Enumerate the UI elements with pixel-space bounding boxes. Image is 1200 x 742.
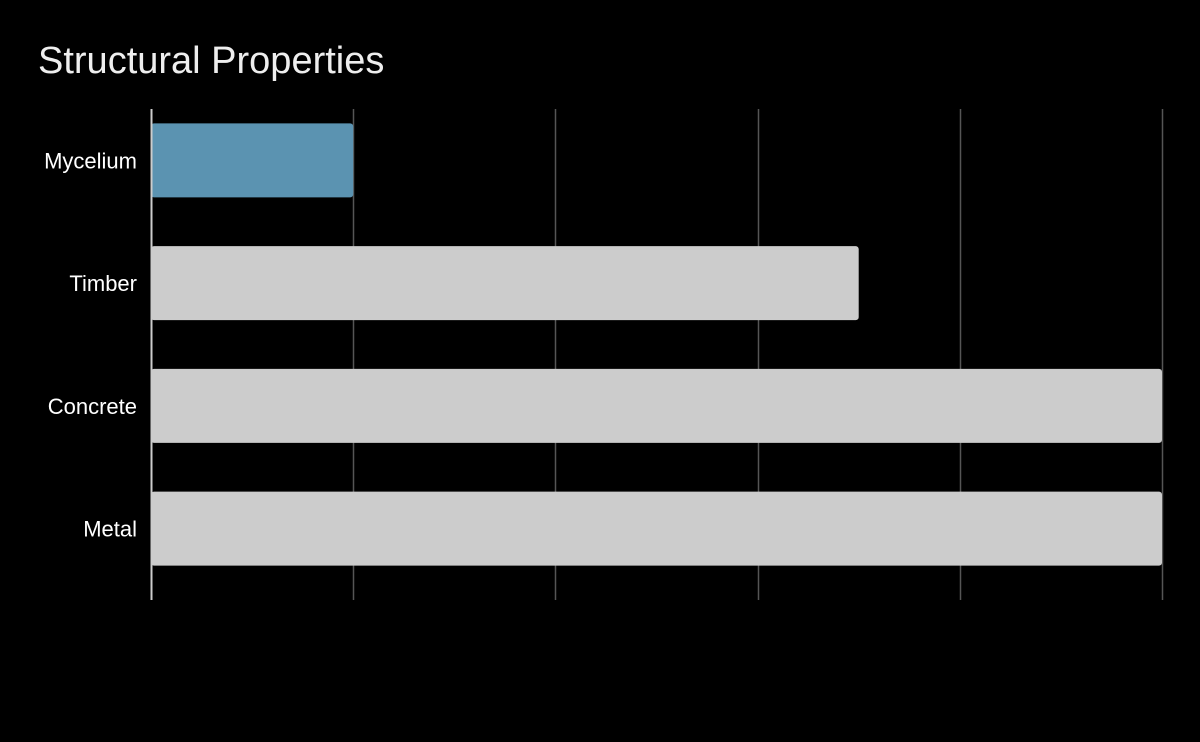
- bar-mycelium: [151, 123, 354, 198]
- category-labels: Mycelium Timber Concrete Metal: [44, 148, 137, 541]
- category-label-concrete: Concrete: [48, 394, 137, 419]
- category-label-metal: Metal: [83, 517, 137, 542]
- bars: [151, 123, 1162, 566]
- category-label-mycelium: Mycelium: [44, 148, 137, 173]
- chart-title: Structural Properties: [38, 40, 385, 82]
- bar-timber: [151, 246, 859, 321]
- category-label-timber: Timber: [69, 271, 137, 296]
- bar-concrete: [151, 368, 1162, 443]
- bar-metal: [151, 491, 1162, 566]
